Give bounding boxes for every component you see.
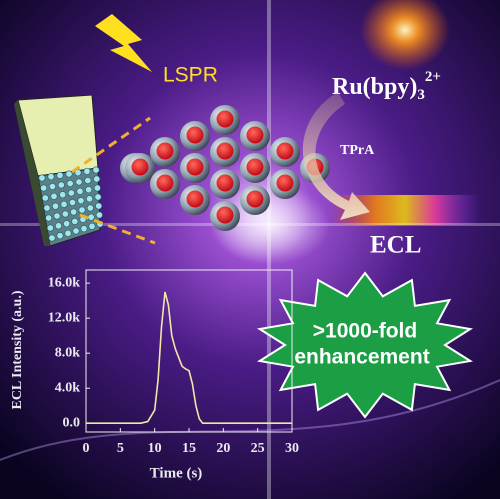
film-dot [86,195,94,203]
nanoparticle-core [246,158,264,176]
film-dot [59,191,67,199]
nanoparticle-core [276,174,294,192]
film-dot [70,208,78,216]
burst-text: >1000-fold [313,320,417,343]
film-dot [85,186,93,194]
film-dot [51,202,59,210]
film-dot [56,171,64,179]
film-dot [75,178,83,186]
film-dot [53,212,61,220]
ecl-label: ECL [370,232,421,259]
x-tick-label: 20 [216,441,230,456]
film-dot [88,222,96,230]
nanoparticle-core [186,126,204,144]
film-dot [57,181,65,189]
nanoparticle-core [276,142,294,160]
film-dot [48,234,56,242]
y-tick-label: 12.0k [48,310,81,325]
film-dot [84,177,92,185]
film-dot [56,232,64,240]
y-axis-label: ECL Intensity (a.u.) [10,290,25,409]
nanoparticle-core [246,190,264,208]
film-dot [93,175,101,183]
film-dot [65,170,73,178]
film-dot [92,166,100,174]
film-dot [47,173,55,181]
film-dot [43,204,51,212]
x-tick-label: 25 [251,441,265,456]
film-dot [83,167,91,175]
superscript: 2+ [425,69,441,85]
x-tick-label: 0 [83,441,90,456]
coreactant-label: TPrA [340,143,375,158]
film-dot [78,206,86,214]
nanoparticle-core [216,142,234,160]
film-dot [38,174,46,182]
nanoparticle-core [156,174,174,192]
nanoparticle-core [216,206,234,224]
film-dot [66,180,74,188]
nanoparticle-core [186,158,204,176]
film-dot [94,193,102,201]
film-dot [54,222,62,230]
film-dot [41,194,49,202]
x-tick-label: 30 [285,441,299,456]
film-dot [95,211,103,219]
ecl-chart: Time (s) ECL Intensity (a.u.) 0 5 10 15 20 25… [10,269,299,481]
film-dot [64,229,72,237]
reagent-label: Ru(bpy)32+ [332,69,441,103]
x-axis-label: Time (s) [150,465,203,481]
subscript: 3 [417,87,425,103]
film-dot [80,225,88,233]
y-tick-label: 16.0k [48,275,81,290]
film-dot [93,184,101,192]
film-dot [87,213,95,221]
film-dot [46,224,54,232]
x-tick-label: 5 [117,441,124,456]
nanoparticle-array [120,105,330,231]
y-tick-label: 8.0k [55,345,81,360]
nanoparticle-core [216,110,234,128]
nanoparticle-core [186,190,204,208]
glow [360,0,450,70]
film-dot [40,184,48,192]
data-line [86,291,292,424]
lspr-label: LSPR [163,64,218,87]
film-dot [60,200,68,208]
nanoparticle-core [246,126,264,144]
starburst [256,271,474,419]
flare [210,185,330,265]
film-dot [71,218,79,226]
film-dot [72,227,80,235]
light-streak [0,379,500,461]
zoom-line [71,116,151,174]
x-tick-label: 10 [148,441,162,456]
substrate-edge [14,100,50,246]
film-dot [45,214,53,222]
film-dot [86,204,94,212]
formula: Ru(bpy) [332,74,417,100]
film-dot [76,187,84,195]
film-dot [69,199,77,207]
film-dot [48,183,56,191]
nanoparticle-core [216,174,234,192]
burst-text: enhancement [294,346,429,369]
film-dot [77,197,85,205]
x-tick-label: 15 [182,441,196,456]
zoom-line [79,213,156,245]
film-dot [63,220,71,228]
y-tick-label: 4.0k [55,380,81,395]
film-dot [67,189,75,197]
y-tick-label: 0.0 [63,415,81,430]
lightning-bolt [95,14,152,72]
nanoparticle-core [131,158,149,176]
reaction-arrow [302,92,370,220]
film-dot [50,192,58,200]
nanoparticle-core [156,142,174,160]
film-dot [95,202,103,210]
film-dot [61,210,69,218]
